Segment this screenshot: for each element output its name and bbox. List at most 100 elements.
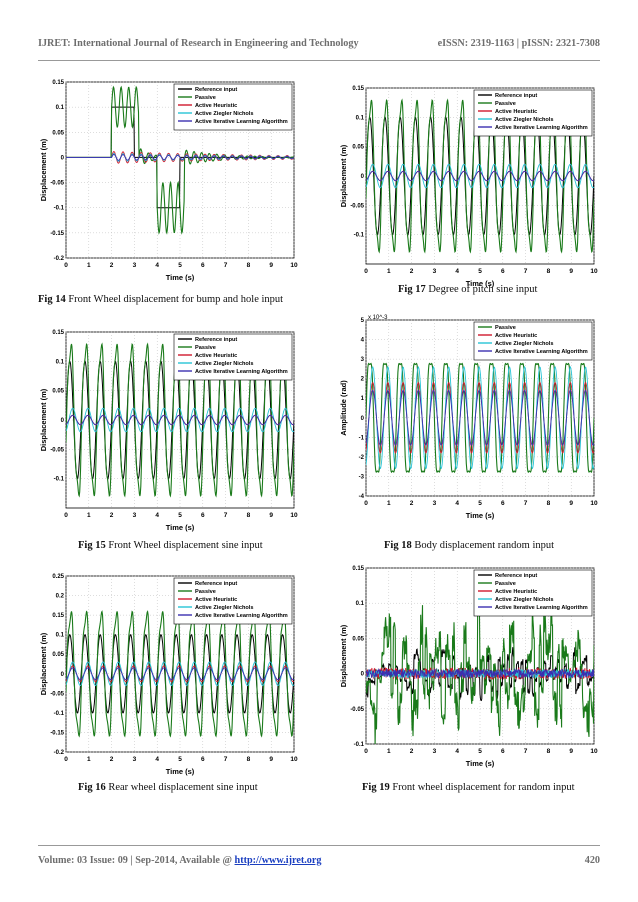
x-tick-label: 0 (364, 500, 368, 507)
y-tick-label: -0.1 (354, 742, 365, 748)
y-tick-label: 1 (361, 396, 365, 402)
page-footer: Volume: 03 Issue: 09 | Sep-2014, Availab… (38, 855, 600, 866)
legend-entry: Passive (195, 345, 216, 351)
legend-entry: Active Heuristic (495, 333, 537, 339)
series-line-heuristic (66, 665, 294, 683)
fig18-caption-text: Body displacement random input (411, 540, 555, 551)
x-tick-label: 4 (455, 748, 459, 755)
x-tick-label: 9 (269, 262, 273, 269)
x-tick-label: 10 (590, 268, 598, 275)
legend-entry: Active Heuristic (195, 353, 237, 359)
x-tick-label: 1 (87, 756, 91, 763)
x-tick-label: 3 (133, 756, 137, 763)
x-tick-label: 6 (501, 268, 505, 275)
y-tick-label: -1 (359, 435, 365, 441)
fig17-caption: Fig 17 Degree of pitch sine input (398, 284, 537, 295)
y-tick-label: -0.05 (50, 181, 64, 187)
fig19-chart-svg: 0 1 2 3 4 5 6 7 8 9 10 0.15 0.1 0.05 0 -0.05 -0.1 Time (s… (339, 566, 598, 768)
x-tick-label: 6 (201, 262, 205, 269)
x-tick-label: 0 (364, 748, 368, 755)
series-line-ilc (366, 389, 594, 446)
series-line-ziegler (366, 163, 594, 189)
x-tick-label: 6 (501, 500, 505, 507)
fig15-caption-label: Fig 15 (78, 540, 106, 551)
fig19-caption: Fig 19 Front wheel displacement for rand… (362, 782, 575, 793)
x-tick-label: 1 (387, 500, 391, 507)
x-tick-label: 8 (547, 500, 551, 507)
legend-entry: Active Heuristic (195, 597, 237, 603)
legend-entry: Passive (195, 589, 216, 595)
legend-entry: Reference input (495, 573, 537, 579)
legend-entry: Passive (495, 101, 516, 107)
series-line-ilc (66, 667, 294, 681)
legend-entry: Active Ziegler Nichols (195, 111, 253, 117)
legend-entry: Active Heuristic (495, 109, 537, 115)
x-tick-label: 5 (478, 500, 482, 507)
fig16-plot: 0 1 2 3 4 5 6 7 8 9 10 0.25 0.2 0.15 0.1 0.05 0 -0.05 -0.1… (38, 570, 300, 780)
y-tick-label: 0.1 (56, 105, 65, 111)
x-axis-label: Time (s) (466, 759, 495, 768)
legend-entry: Active Ziegler Nichols (495, 117, 553, 123)
x-tick-label: 2 (110, 262, 114, 269)
legend-entry: Passive (495, 325, 516, 331)
fig16-caption: Fig 16 Rear wheel displacement sine inpu… (78, 782, 258, 793)
x-tick-label: 3 (133, 512, 137, 519)
fig19-caption-text: Front wheel displacement for random inpu… (389, 782, 575, 793)
y-axis-label: Amplitude (rad) (339, 380, 348, 436)
x-tick-label: 2 (410, 268, 414, 275)
y-tick-label: -4 (359, 494, 365, 500)
y-tick-label: 0 (361, 416, 365, 422)
fig18-caption: Fig 18 Body displacement random input (384, 540, 554, 551)
legend-entry: Active Ziegler Nichols (195, 605, 253, 611)
x-tick-label: 4 (455, 268, 459, 275)
x-tick-label: 9 (569, 500, 573, 507)
x-tick-label: 2 (110, 756, 114, 763)
x-tick-label: 0 (64, 512, 68, 519)
x-tick-label: 9 (569, 748, 573, 755)
volume-info: Volume: 03 Issue: 09 | Sep-2014, Availab… (38, 855, 322, 866)
fig17-caption-label: Fig 17 (398, 284, 426, 295)
fig19-plot: 0 1 2 3 4 5 6 7 8 9 10 0.15 0.1 0.05 0 -0.05 -0.1 Time (s… (338, 562, 600, 772)
series-line-ilc (366, 170, 594, 182)
x-tick-label: 1 (87, 512, 91, 519)
y-tick-label: -0.15 (50, 231, 64, 237)
series-line-passive (366, 362, 594, 474)
fig14-caption-text: Front Wheel displacement for bump and ho… (65, 294, 284, 305)
x-tick-label: 8 (247, 262, 251, 269)
x-tick-label: 1 (387, 268, 391, 275)
y-tick-label: 3 (361, 357, 365, 363)
y-axis-label: Displacement (m) (39, 632, 48, 695)
y-tick-label: -0.05 (350, 707, 364, 713)
y-axis-label: Displacement (m) (339, 624, 348, 687)
footer-rule (38, 845, 600, 846)
y-tick-label: 0.1 (56, 359, 65, 365)
x-tick-label: 7 (224, 512, 228, 519)
x-tick-label: 8 (247, 512, 251, 519)
y-tick-label: -0.2 (54, 750, 65, 756)
legend-entry: Active Heuristic (495, 589, 537, 595)
page-number: 420 (584, 855, 600, 866)
legend-box (473, 569, 593, 617)
legend-entry: Active Iterative Learning Algorithm (495, 605, 588, 611)
volume-text: Volume: 03 Issue: 09 | Sep-2014, Availab… (38, 855, 235, 866)
x-tick-label: 4 (455, 500, 459, 507)
y-tick-label: 0.1 (56, 633, 65, 639)
y-tick-label: 0.15 (352, 86, 364, 92)
y-axis-label: Displacement (m) (339, 144, 348, 207)
x-tick-label: 10 (590, 500, 598, 507)
x-tick-label: 4 (155, 512, 159, 519)
x-tick-label: 5 (178, 756, 182, 763)
legend-entry: Passive (195, 95, 216, 101)
journal-url-link[interactable]: http://www.ijret.org (234, 855, 322, 866)
x-tick-label: 10 (290, 756, 298, 763)
y-tick-label: 4 (361, 338, 365, 344)
x-tick-label: 9 (569, 268, 573, 275)
y-tick-label: -0.15 (50, 730, 64, 736)
x-tick-label: 9 (269, 512, 273, 519)
x-tick-label: 6 (501, 748, 505, 755)
y-tick-label: 0 (361, 174, 365, 180)
legend-entry: Reference input (195, 337, 237, 343)
y-tick-label: -3 (359, 474, 365, 480)
legend-entry: Active Iterative Learning Algorithm (495, 349, 588, 355)
x-tick-label: 5 (178, 512, 182, 519)
